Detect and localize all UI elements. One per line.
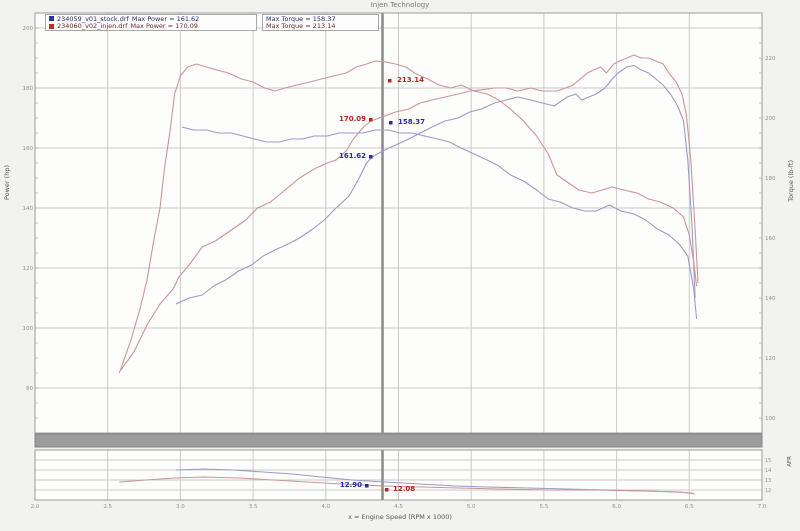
series-stock-torque-curve [181,126,698,320]
annotation-afr-injen: 12.08 [393,485,415,493]
power-axis-tick-label: 120 [23,266,34,272]
injen-run-file-label: 234060_v02_injen.drf [57,22,128,31]
afr-axis-tick-label: 15 [765,458,771,464]
x-axis-tick-label: 3.0 [176,504,185,510]
annotation-marker-afr-stock [365,484,369,488]
series-injen-power-curve [120,54,699,371]
annotation-power-stock: 161.62 [339,152,366,160]
legend-row-injen-torque: Max Torque = 213.14 [266,23,375,31]
x-axis-tick-label: 2.0 [31,504,40,510]
x-axis-tick-label: 6.0 [612,504,621,510]
x-axis-tick-label: 4.0 [321,504,330,510]
chart-divider-bar[interactable] [34,433,763,448]
stock-run-color-chip [49,16,54,22]
annotation-power-injen: 170.09 [339,115,366,123]
stock-max-torque-label: Max Torque = 158.37 [266,15,336,23]
main-plot-border [34,12,763,434]
x-axis-tick-label: 4.5 [394,504,403,510]
annotation-marker-torque-stock [389,121,393,125]
x-axis-tick-label: 5.0 [467,504,476,510]
torque-axis-tick-label: 160 [765,236,776,242]
torque-axis-tick-label: 200 [765,116,776,122]
x-axis-tick-label: 2.5 [103,504,112,510]
torque-axis-tick-label: 220 [765,56,776,62]
torque-axis-tick-label: 180 [765,176,776,182]
legend-row-injen[interactable]: 234060_v02_injen.drf Max Power = 170.09 [49,22,253,31]
annotation-torque-stock: 158.37 [398,118,425,126]
torque-axis-tick-label: 100 [765,416,776,422]
power-axis-tick-label: 180 [23,86,34,92]
x-axis-tick-label: 3.5 [249,504,258,510]
torque-axis-tick-label: 120 [765,356,776,362]
annotation-marker-torque-injen [388,79,392,83]
x-axis-title: x = Engine Speed (RPM x 1000) [348,513,452,521]
legend-runs-box: 234059_v01_stock.drf Max Power = 161.62 … [45,14,257,31]
series-stock-power-curve [175,64,696,305]
page-title: Injen Technology [370,1,430,9]
annotation-marker-afr-injen [385,488,389,492]
annotation-torque-injen: 213.14 [397,76,424,84]
stock-max-power-label: Max Power = 161.62 [131,15,200,23]
annotation-marker-power-injen [369,118,373,122]
torque-axis-tick-label: 140 [765,296,776,302]
sub-plot-border [34,449,763,501]
series-injen-torque-curve [118,60,698,374]
x-axis-tick-label: 5.5 [540,504,549,510]
x-axis-tick-label: 6.5 [685,504,694,510]
power-axis-tick-label: 140 [23,206,34,212]
afr-axis-title: AFR [787,456,793,467]
injen-max-power-label: Max Power = 170.09 [130,22,198,31]
torque-axis-title: Torque (lb-ft) [787,160,795,202]
power-axis-tick-label: 200 [23,26,34,32]
series-injen-afr-curve [119,476,696,495]
afr-axis-tick-label: 12 [765,488,771,494]
injen-run-color-chip [49,23,54,29]
power-axis-title: Power (hp) [3,165,11,201]
x-axis-tick-label: 7.0 [758,504,767,510]
power-axis-tick-label: 160 [23,146,34,152]
afr-axis-tick-label: 14 [765,468,771,474]
legend-row-stock[interactable]: 234059_v01_stock.drf Max Power = 161.62 [49,15,253,23]
stock-run-file-label: 234059_v01_stock.drf [57,15,129,23]
legend-torque-box: Max Torque = 158.37 Max Torque = 213.14 [262,14,379,31]
power-axis-tick-label: 100 [23,326,34,332]
legend-row-stock-torque: Max Torque = 158.37 [266,15,375,23]
power-axis-tick-label: 80 [26,386,33,392]
afr-axis-tick-label: 13 [765,478,771,484]
injen-max-torque-label: Max Torque = 213.14 [266,22,336,31]
annotation-afr-stock: 12.90 [340,481,362,489]
annotation-marker-power-stock [369,155,373,159]
